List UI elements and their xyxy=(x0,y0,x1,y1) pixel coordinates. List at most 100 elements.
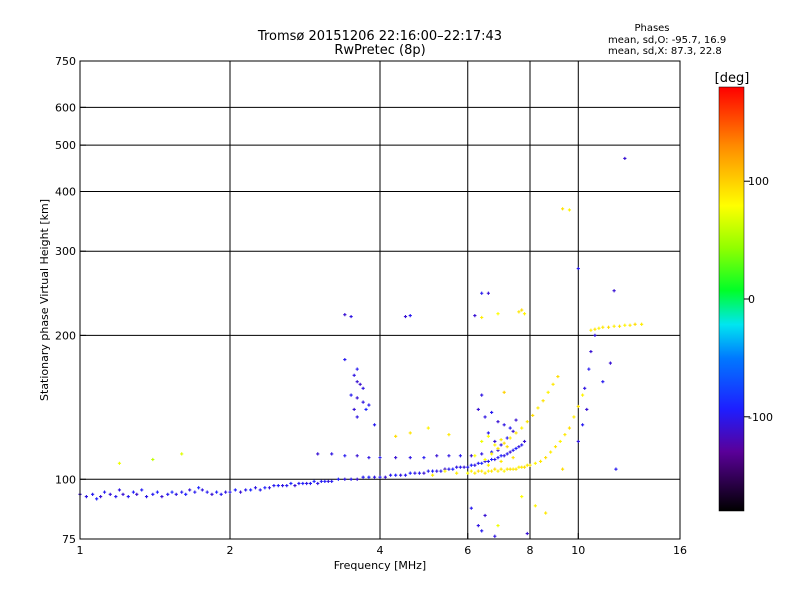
data-point-o xyxy=(205,490,209,494)
data-point-o xyxy=(289,481,293,486)
data-point-o xyxy=(155,490,160,494)
data-point-x xyxy=(601,325,605,329)
data-point-o xyxy=(355,454,359,458)
data-point-o xyxy=(469,506,473,510)
data-point-o xyxy=(511,448,515,452)
data-point-x xyxy=(544,511,548,515)
data-point-x xyxy=(528,463,532,467)
y-tick-label: 500 xyxy=(55,139,76,152)
data-point-o xyxy=(372,475,377,479)
data-point-o xyxy=(355,367,359,371)
data-point-o xyxy=(408,314,412,318)
data-point-o xyxy=(480,461,484,465)
data-point-o xyxy=(435,454,439,458)
data-point-x xyxy=(483,471,487,475)
data-point-o xyxy=(483,415,487,419)
data-point-o xyxy=(330,479,334,483)
data-point-x xyxy=(443,469,447,473)
data-point-o xyxy=(496,420,500,424)
data-point-x xyxy=(593,327,597,331)
data-point-x xyxy=(520,426,524,430)
data-point-o xyxy=(580,423,585,427)
data-point-o xyxy=(200,488,204,492)
data-point-x xyxy=(520,308,524,312)
data-point-o xyxy=(336,477,340,481)
x-axis-label: Frequency [MHz] xyxy=(334,559,426,572)
y-axis-ticks: 75 100 200 300 400 500 600 750 xyxy=(55,55,86,546)
data-point-x xyxy=(546,390,550,394)
data-point-o xyxy=(84,494,88,499)
data-point-o xyxy=(140,488,144,492)
data-point-x xyxy=(394,434,398,438)
data-point-x xyxy=(496,524,500,528)
data-point-x xyxy=(580,393,585,397)
data-point-o xyxy=(458,454,463,458)
data-point-x xyxy=(151,457,155,462)
grid-lines xyxy=(80,61,680,539)
data-point-o xyxy=(126,494,130,499)
data-point-x xyxy=(533,504,537,508)
data-point-o xyxy=(361,386,365,390)
chart-subtitle: RwPretec (8p) xyxy=(334,43,425,58)
data-point-x xyxy=(549,450,553,454)
data-point-o xyxy=(180,490,184,494)
data-point-o xyxy=(480,452,484,456)
data-point-x xyxy=(502,469,506,473)
data-point-o xyxy=(352,407,356,412)
data-point-o xyxy=(508,426,512,430)
data-point-o xyxy=(316,452,320,456)
data-point-o xyxy=(476,407,480,412)
data-point-x xyxy=(180,452,184,456)
data-point-o xyxy=(408,456,412,460)
data-point-o xyxy=(576,439,580,444)
data-point-x xyxy=(517,310,521,314)
data-point-o xyxy=(215,490,219,494)
x-tick-label: 6 xyxy=(464,544,471,557)
data-point-o xyxy=(267,486,272,490)
data-point-o xyxy=(422,471,426,475)
data-point-x xyxy=(572,415,576,419)
data-point-x xyxy=(533,461,537,465)
data-point-o xyxy=(480,291,484,295)
data-point-o xyxy=(276,484,280,488)
data-point-o xyxy=(499,454,503,458)
data-point-o xyxy=(447,454,451,458)
data-point-o xyxy=(587,367,591,371)
data-point-x xyxy=(117,461,122,465)
data-point-o xyxy=(469,463,473,467)
data-point-o xyxy=(343,454,347,458)
data-point-x xyxy=(490,469,494,473)
data-point-x xyxy=(623,323,627,327)
colorbar-tick-label: -100 xyxy=(748,411,773,424)
data-point-o xyxy=(263,486,267,490)
data-point-o xyxy=(219,492,223,496)
data-point-o xyxy=(228,490,232,494)
data-point-o xyxy=(326,479,330,483)
data-point-o xyxy=(95,497,99,501)
data-point-o xyxy=(319,479,323,483)
data-point-o xyxy=(188,488,192,492)
data-point-o xyxy=(455,465,459,469)
data-point-o xyxy=(462,465,466,469)
data-point-o xyxy=(249,488,253,492)
phases-o-line: mean, sd,O: -95.7, 16.9 xyxy=(608,35,726,46)
data-point-o xyxy=(447,467,451,471)
data-point-o xyxy=(372,423,377,427)
x-tick-label: 16 xyxy=(673,544,687,557)
data-point-x xyxy=(628,323,632,327)
data-point-x xyxy=(486,469,490,473)
data-point-o xyxy=(490,410,494,415)
data-point-x xyxy=(469,469,473,473)
data-point-o xyxy=(623,156,627,161)
data-point-x xyxy=(589,328,593,332)
data-point-o xyxy=(403,473,408,477)
data-point-o xyxy=(517,445,521,449)
data-point-o xyxy=(480,393,484,397)
x-tick-label: 8 xyxy=(527,544,534,557)
data-point-x xyxy=(520,494,524,499)
x-tick-label: 1 xyxy=(77,544,84,557)
data-point-o xyxy=(99,494,103,499)
data-point-o xyxy=(293,484,297,488)
data-point-o xyxy=(486,431,490,435)
data-point-o xyxy=(258,488,262,492)
